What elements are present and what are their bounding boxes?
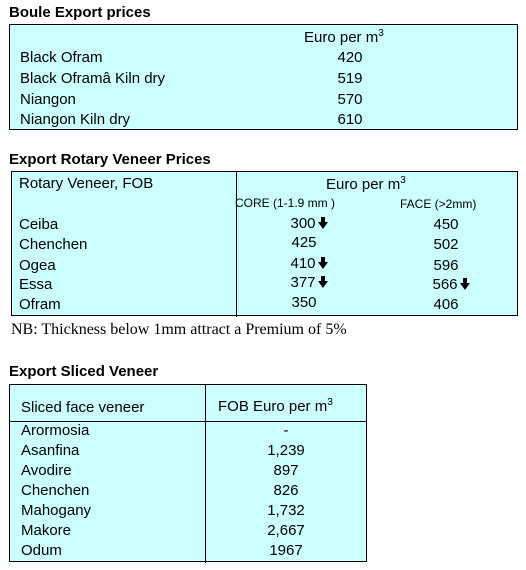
rotary-row-core: 410	[274, 255, 344, 272]
sliced-row-name: Asanfina	[21, 442, 80, 459]
sliced-row-name: Chenchen	[21, 482, 90, 499]
rotary-row-name: Essa	[19, 276, 53, 293]
rotary-row-face: 566	[416, 276, 486, 293]
sliced-row-name: Mahogany	[21, 502, 92, 519]
sliced-row-name: Makore	[21, 522, 72, 539]
boule-row-name: Black Ofram	[20, 49, 103, 66]
rotary-row-name: Chenchen	[19, 236, 88, 253]
rotary-row-name: Ceiba	[19, 216, 59, 233]
boule-row-name: Niangon	[20, 91, 76, 108]
sliced-title: Export Sliced Veneer	[9, 363, 159, 380]
sliced-row-name: Odum	[21, 542, 62, 559]
boule-row-price: 570	[337, 91, 363, 108]
boule-title: Boule Export prices	[9, 4, 151, 21]
down-arrow-icon	[317, 217, 328, 229]
boule-row-name: Niangon Kiln dry	[20, 111, 131, 128]
sliced-row-price: 1,732	[267, 502, 305, 519]
rotary-note: NB: Thickness below 1mm attract a Premiu…	[11, 321, 347, 338]
rotary-row-name: Ofram	[19, 296, 61, 313]
boule-row-price: 610	[337, 111, 363, 128]
rotary-row-name: Ogea	[19, 257, 56, 274]
rotary-row-core: 350	[291, 294, 317, 311]
down-arrow-icon	[459, 278, 470, 290]
rotary-row-face: 596	[433, 257, 459, 274]
boule-header: Euro per m3	[304, 28, 384, 46]
rotary-divider	[236, 172, 237, 317]
sliced-header-rule	[10, 421, 366, 422]
sliced-row-name: Arormosia	[21, 422, 90, 439]
sliced-row-name: Avodire	[21, 462, 72, 479]
sliced-header: FOB Euro per m3	[218, 397, 333, 415]
rotary-face-label: FACE (>2mm)	[400, 197, 477, 211]
rotary-row-core: 300	[274, 215, 344, 232]
rotary-table: Rotary Veneer, FOB Euro per m3 CORE (1-1…	[11, 171, 518, 317]
sliced-divider	[205, 385, 206, 563]
down-arrow-icon	[317, 276, 328, 288]
down-arrow-icon	[317, 257, 328, 269]
boule-row-price: 519	[337, 70, 363, 87]
rotary-row-core: 425	[291, 234, 317, 251]
sliced-row-price: 826	[273, 482, 299, 499]
boule-row-price: 420	[337, 49, 363, 66]
rotary-col-label: Rotary Veneer, FOB	[19, 175, 154, 192]
sliced-table: Sliced face veneer FOB Euro per m3 Arorm…	[9, 384, 367, 563]
sliced-row-price: 2,667	[267, 522, 305, 539]
sliced-col-label: Sliced face veneer	[21, 399, 145, 416]
rotary-row-face: 502	[433, 236, 459, 253]
sliced-row-price: 897	[273, 462, 299, 479]
rotary-header: Euro per m3	[326, 175, 406, 193]
rotary-core-label: CORE (1-1.9 mm )	[235, 196, 336, 210]
rotary-title: Export Rotary Veneer Prices	[9, 151, 211, 168]
sliced-row-price: -	[283, 422, 289, 439]
sliced-row-price: 1,239	[267, 442, 305, 459]
rotary-row-face: 450	[433, 216, 459, 233]
rotary-row-face: 406	[433, 296, 459, 313]
boule-table: Euro per m3 Black Ofram 420 Black Oframâ…	[9, 24, 518, 130]
boule-row-name: Black Oframâ Kiln dry	[20, 70, 166, 87]
rotary-row-core: 377	[274, 274, 344, 291]
sliced-row-price: 1967	[269, 542, 303, 559]
